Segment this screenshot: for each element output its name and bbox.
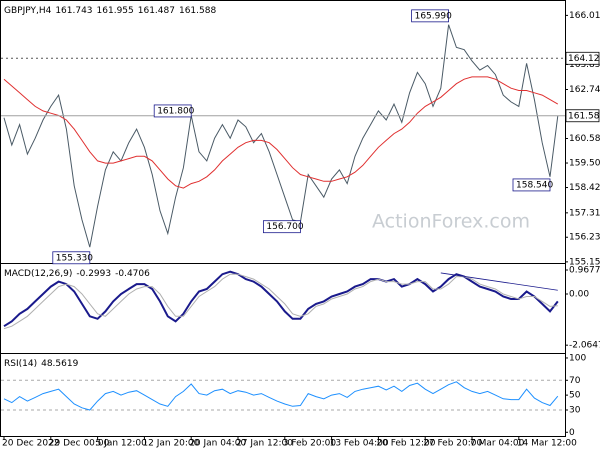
- panel-title: MACD(12,26,9): [4, 269, 72, 279]
- series-line: [3, 24, 559, 248]
- price-box: [565, 109, 600, 123]
- x-tick-label: 3 Feb 20:00: [283, 439, 337, 449]
- y-tick-label: 0.9677: [569, 266, 600, 276]
- y-tick-label: 160.585: [569, 134, 600, 144]
- panel-header: MACD(12,26,9) -0.2993 -0.4706: [4, 269, 150, 279]
- series-line: [3, 273, 558, 330]
- annotation-box: [262, 220, 301, 234]
- y-tick-label: 0.00: [569, 290, 589, 300]
- x-tick-label: 29 Dec 00:00: [49, 439, 110, 449]
- x-tick-label: 12 Jan 20:00: [142, 439, 199, 449]
- y-tick-label: 162.745: [569, 85, 600, 95]
- x-tick-label: 20 Jan 04:00: [189, 439, 246, 449]
- y-tick-label: 159.505: [569, 159, 600, 169]
- price-box-label: 164.120: [568, 54, 600, 64]
- annotation-label: 165.990: [415, 11, 452, 21]
- y-tick-label: 30: [569, 405, 581, 415]
- series-line: [3, 76, 559, 189]
- header-value: -0.4706: [115, 269, 150, 279]
- header-value: 161.743: [55, 6, 92, 16]
- x-tick-label: 27 Feb 20:00: [423, 439, 482, 449]
- y-tick-label: 166.010: [569, 11, 600, 21]
- x-tick-label: 7 Mar 04:00: [470, 439, 525, 449]
- x-tick-label: 5 Jan 12:00: [96, 439, 148, 449]
- y-tick-label: 163.850: [569, 60, 600, 70]
- y-tick-label: 158.425: [569, 183, 600, 193]
- annotation-box: [411, 9, 450, 23]
- frame: [0, 0, 566, 437]
- header-value: 48.5619: [41, 359, 78, 369]
- x-tick-label: 27 Jan 12:00: [236, 439, 293, 449]
- panel-header: RSI(14) 48.5619: [4, 359, 79, 369]
- y-tick-label: 157.310: [569, 208, 600, 218]
- panel-header: GBPJPY,H4 161.743 161.955 161.487 161.588: [4, 6, 216, 16]
- panel-title: RSI(14): [4, 359, 37, 369]
- header-value: 161.588: [179, 6, 216, 16]
- y-tick-label: 100: [569, 353, 586, 363]
- y-tick-label: 156.235: [569, 233, 600, 243]
- y-tick-label: -2.0647: [569, 341, 600, 351]
- header-value: -0.2993: [76, 269, 111, 279]
- panel-title: GBPJPY,H4: [4, 6, 52, 16]
- header-value: 161.487: [138, 6, 175, 16]
- price-box: [565, 51, 600, 65]
- y-tick-label: 155.150: [569, 257, 600, 267]
- x-tick-label: 20 Feb 12:00: [376, 439, 435, 449]
- header-value: 161.955: [97, 6, 134, 16]
- y-tick-label: 70: [569, 376, 581, 386]
- series-line: [3, 381, 559, 411]
- price-box-label: 161.588: [568, 111, 600, 121]
- x-tick-label: 20 Dec 2022: [2, 439, 60, 449]
- y-tick-label: 0: [569, 428, 575, 438]
- annotation-label: 156.700: [266, 222, 303, 232]
- annotation-label: 158.540: [516, 180, 553, 190]
- annotation-box: [52, 251, 91, 265]
- annotation-box: [153, 104, 192, 118]
- annotation-label: 161.800: [157, 106, 194, 116]
- x-tick-label: 14 Mar 12:00: [517, 439, 577, 449]
- watermark: ActionForex.com: [372, 211, 530, 233]
- annotation-box: [512, 178, 551, 192]
- y-tick-label: 50: [569, 391, 581, 401]
- annotation-label: 155.330: [56, 253, 93, 263]
- trendline: [440, 272, 558, 291]
- x-tick-label: 13 Feb 04:00: [330, 439, 389, 449]
